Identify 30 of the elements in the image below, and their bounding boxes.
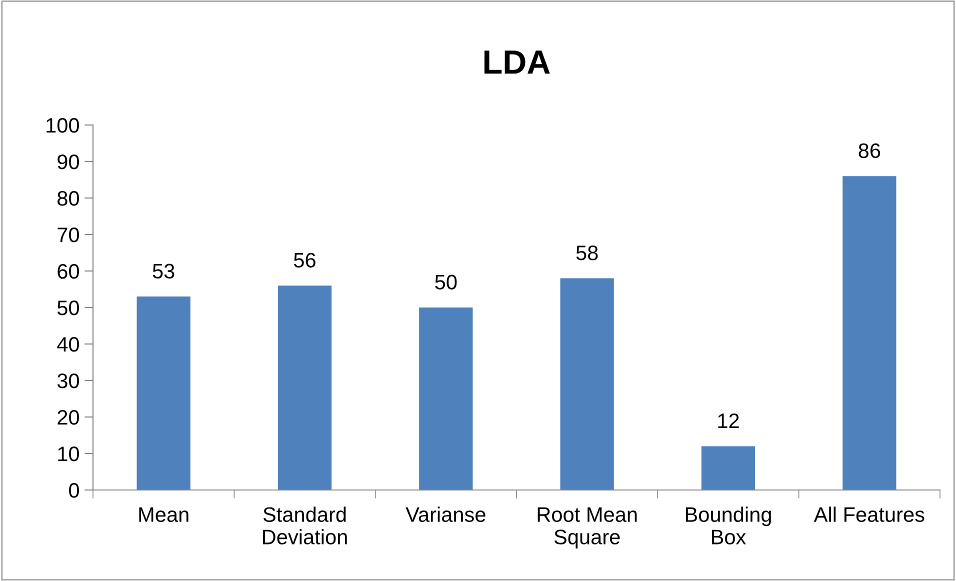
y-tick-label: 40 [57,337,79,352]
bar [419,308,473,490]
bar [560,278,614,490]
y-tick-label: 0 [69,483,79,498]
x-tick-label: Root Mean Square [538,507,637,549]
y-tick-label: 60 [58,264,79,279]
y-tick-label: 90 [58,154,79,170]
x-tick-label: Varianse [406,506,486,522]
data-label: 58 [576,246,598,260]
y-tick-label: 20 [58,410,79,425]
x-tick-label: Mean [139,507,188,522]
y-tick-label: 50 [57,300,79,316]
x-tick-label: Standard Deviation [263,506,347,544]
x-tick-label: Bounding Box [686,506,771,544]
bar [842,176,896,490]
y-tick-label: 70 [58,228,79,242]
data-label: 12 [718,413,739,428]
bar [278,286,332,490]
y-tick-label: 80 [58,191,79,206]
y-tick-label: 10 [58,446,79,462]
data-label: 50 [435,274,457,290]
bar [136,296,190,490]
data-label: 56 [294,252,316,268]
y-tick-label: 100 [46,118,79,133]
x-tick-label: All Features [814,506,924,522]
data-label: 53 [152,264,174,279]
y-tick-label: 30 [57,374,79,388]
chart-title: LDA [484,50,550,74]
data-label: 86 [858,143,880,158]
bar [701,446,756,490]
